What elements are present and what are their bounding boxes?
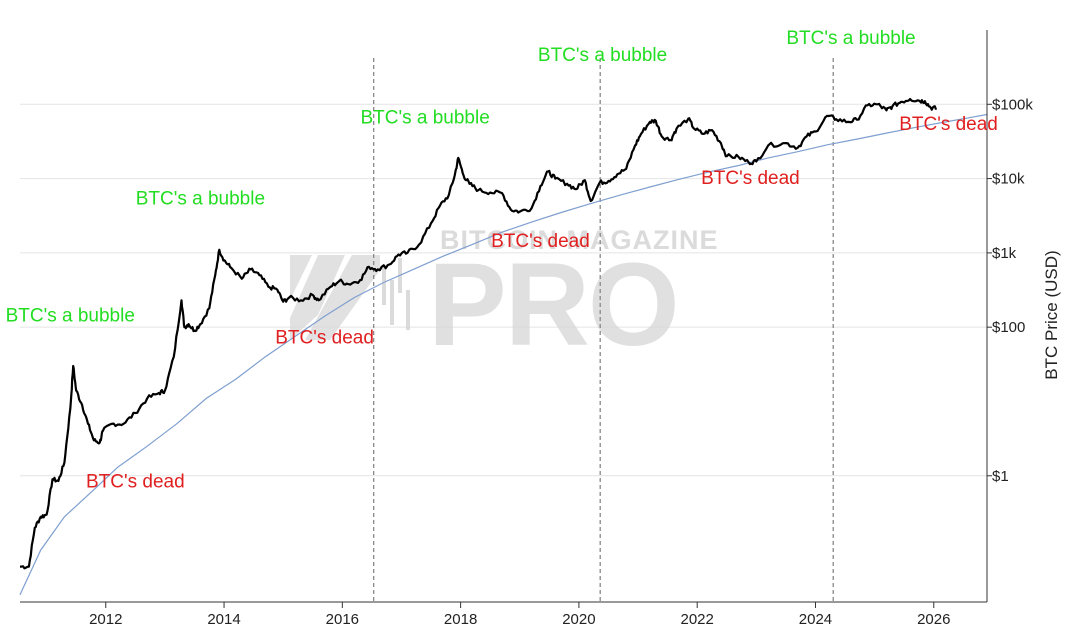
y-tick-label: $100 xyxy=(992,319,1025,336)
price-line xyxy=(20,97,938,570)
annotation-dead: BTC's dead xyxy=(899,114,998,135)
annotation-bubble: BTC's a bubble xyxy=(6,305,135,326)
annotation-dead: BTC's dead xyxy=(701,168,800,189)
price-layer xyxy=(20,97,938,570)
annotation-bubble: BTC's a bubble xyxy=(136,188,265,209)
annotation-dead: BTC's dead xyxy=(275,328,374,349)
x-tick-label: 2020 xyxy=(562,611,595,628)
x-axis-ticks: 2012 2014 2016 2018 2020 2022 2024 2026 xyxy=(89,602,950,628)
y-tick-label: $10k xyxy=(992,171,1025,188)
y-axis-title: BTC Price (USD) xyxy=(1042,250,1061,379)
y-tick-label: $1 xyxy=(992,468,1009,485)
annotation-dead: BTC's dead xyxy=(491,231,590,252)
x-tick-label: 2016 xyxy=(326,611,359,628)
x-tick-label: 2024 xyxy=(799,611,832,628)
watermark-logo-icon xyxy=(290,255,410,340)
annotation-dead: BTC's dead xyxy=(86,471,185,492)
annotation-bubble: BTC's a bubble xyxy=(786,28,915,49)
trendline-layer xyxy=(19,113,988,596)
x-tick-label: 2014 xyxy=(207,611,240,628)
watermark: BITCOIN MAGAZINE PRO xyxy=(290,225,719,371)
x-tick-label: 2012 xyxy=(89,611,122,628)
annotation-bubble: BTC's a bubble xyxy=(360,108,489,129)
annotation-bubble: BTC's a bubble xyxy=(538,45,667,66)
x-tick-label: 2022 xyxy=(681,611,714,628)
annotations: BTC's a bubble BTC's a bubble BTC's a bubb… xyxy=(6,28,998,492)
watermark-line1: BITCOIN MAGAZINE xyxy=(440,225,719,255)
y-tick-label: $1k xyxy=(992,245,1017,262)
axes xyxy=(20,30,988,603)
x-tick-label: 2018 xyxy=(444,611,477,628)
grid-lines xyxy=(20,103,987,477)
y-axis-ticks: $1 $100 $1k $10k $100k xyxy=(987,96,1033,485)
trendline xyxy=(19,113,988,596)
x-tick-label: 2026 xyxy=(917,611,950,628)
y-tick-label: $100k xyxy=(992,96,1033,113)
watermark-line2: PRO xyxy=(428,239,678,371)
